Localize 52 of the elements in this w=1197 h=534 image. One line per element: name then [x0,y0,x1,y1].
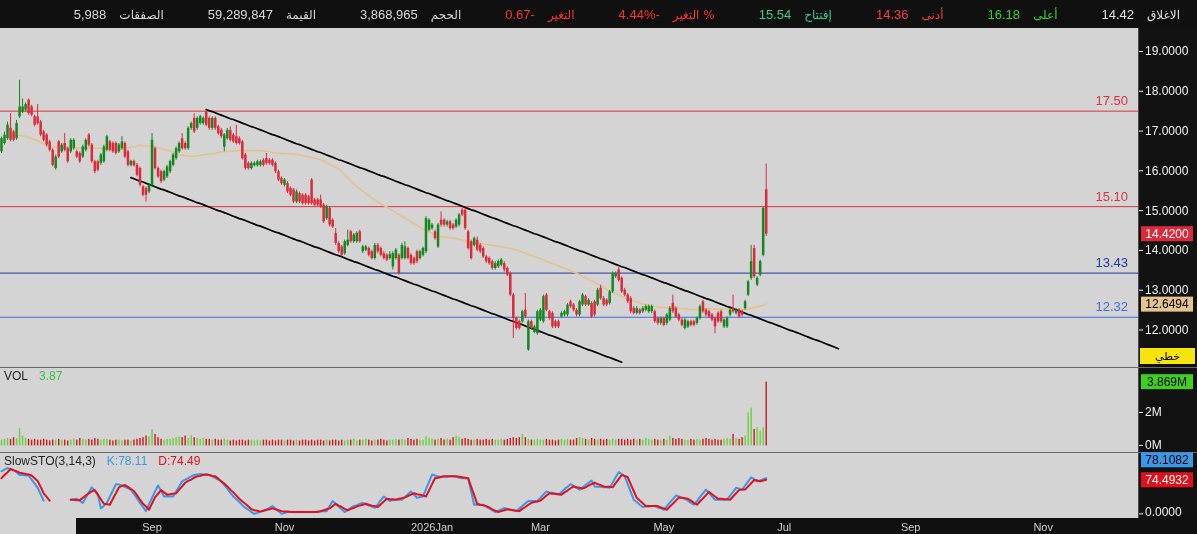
x-tick-label: May [653,520,675,533]
chart-title: SlowSTO(3,14,3) [4,453,96,468]
text: خطي [1155,349,1180,363]
x-tick-label: Jul [777,520,792,533]
text: 14.42 [1101,7,1135,22]
text: الحجم [430,8,462,22]
text: 5,988 [73,7,107,22]
annotation: 3.87 [39,368,63,383]
ref-line-label: 12.32 [1095,299,1128,315]
text: أعلى [1033,7,1058,22]
text: القيمة [285,8,316,22]
y-tick-label: 2M [1145,405,1162,420]
x-tick-label: Nov [274,520,295,533]
y-tick-label: 13.0000 [1145,283,1189,298]
y-tick-label: 14.0000 [1145,243,1189,258]
y-tick-label: 17.0000 [1145,124,1189,139]
text: 12.6494 [1145,297,1190,312]
x-tick-label: Sep [142,520,162,533]
y-tick-label: 12.0000 [1145,323,1189,337]
text: 14.36 [875,7,909,22]
text: الاغلاق [1147,8,1180,22]
ref-line-label: 13.43 [1095,255,1128,271]
x-tick-label: 2026Jan [410,520,454,533]
text: التغير % [671,8,715,23]
text: التغير [546,8,575,23]
x-tick-label: Mar [530,520,551,533]
text: 3.869M [1146,374,1188,389]
chart-title: VOL [4,368,29,383]
text: إفتتاح [804,8,832,22]
text: أدنى [921,7,944,22]
x-tick-label: Nov [1033,520,1054,533]
ref-line-label: 15.10 [1095,188,1128,204]
y-tick-label: 15.0000 [1145,203,1189,218]
text: 78.1082 [1145,452,1190,467]
text: 14.4200 [1145,226,1190,241]
text: 4.44%- [618,7,660,22]
text: 0.67- [505,7,535,22]
series-label: D:74.49 [158,453,201,468]
ref-line-label: 17.50 [1095,93,1128,109]
text: 15.54 [758,7,792,22]
series-label: K:78.11 [106,453,148,468]
text: 0.0000 [1145,504,1183,519]
x-tick-label: Sep [900,520,921,533]
text: 16.18 [987,7,1021,22]
y-tick-label: 18.0000 [1145,84,1189,99]
text: 3,868,965 [359,7,418,22]
text: 59,289,847 [207,7,273,22]
y-tick-label: 0M [1145,438,1162,453]
y-tick-label: 16.0000 [1145,163,1189,178]
y-tick-label: 19.0000 [1145,44,1189,59]
text: 74.4932 [1145,472,1190,487]
text: الصفقات [119,8,164,22]
